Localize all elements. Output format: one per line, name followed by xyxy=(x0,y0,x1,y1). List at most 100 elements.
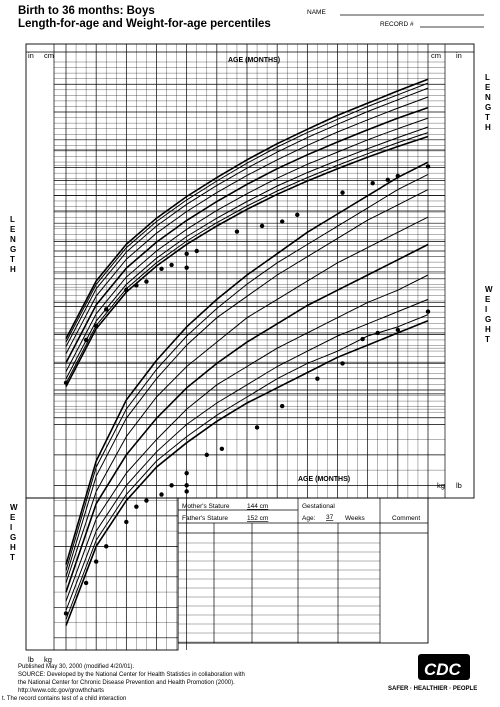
length-curve-25 xyxy=(65,117,429,372)
length-measurement-point xyxy=(295,212,300,218)
length-measurement-point xyxy=(93,323,99,329)
length-curve-90 xyxy=(65,87,429,347)
length-measurement-point xyxy=(63,380,69,385)
length-measurement-point xyxy=(395,173,401,179)
weight-measurement-point xyxy=(375,330,380,336)
length-side-label-left: T xyxy=(10,255,15,264)
in-label-top-right: in xyxy=(456,51,462,60)
length-side-label-right: H xyxy=(485,123,491,132)
weight-curve-97 xyxy=(65,161,429,565)
weight-measurement-point xyxy=(159,492,164,497)
cm-label-top-left: cm xyxy=(44,51,54,60)
weight-side-label-left: I xyxy=(10,523,12,532)
weight-side-label-right: H xyxy=(485,325,491,334)
length-curve-10 xyxy=(65,126,429,380)
weight-curve-50 xyxy=(65,243,429,593)
title-line-1: Birth to 36 months: Boys xyxy=(18,5,155,17)
length-measurement-point xyxy=(169,262,174,268)
published-note: Published May 30, 2000 (modified 4/20/01… xyxy=(18,664,134,670)
weight-curve-75 xyxy=(65,216,429,584)
weight-curve-90 xyxy=(65,189,429,577)
lb-label-left: lb xyxy=(28,655,34,664)
length-measurement-point xyxy=(124,287,129,293)
grid-lines xyxy=(54,44,445,650)
cdc-logo-text: CDC xyxy=(424,660,462,679)
weight-measurement-point xyxy=(83,580,89,586)
source-line-2: the National Center for Chronic Disease … xyxy=(18,680,235,686)
source-url[interactable]: http://www.cdc.gov/growthcharts xyxy=(18,688,104,694)
cm-label-top-right: cm xyxy=(431,51,441,60)
title-line-2: Length-for-age and Weight-for-age percen… xyxy=(18,18,271,30)
form-columns xyxy=(213,523,339,643)
weight-side-label-left: H xyxy=(10,543,16,552)
length-side-label-right: E xyxy=(485,83,491,92)
weight-curve-95 xyxy=(65,173,429,571)
length-measurement-point xyxy=(340,190,345,195)
length-side-label-left: L xyxy=(10,215,15,224)
length-measurement-point xyxy=(184,265,189,270)
length-curve-95 xyxy=(65,82,429,343)
form-rows[interactable] xyxy=(178,542,380,643)
weight-measurement-point xyxy=(104,544,109,549)
age-axis-label-bottom: AGE (MONTHS) xyxy=(298,476,350,483)
length-curve-50 xyxy=(65,106,429,364)
weight-side-label-right: G xyxy=(485,315,491,324)
length-measurement-point xyxy=(370,180,375,186)
length-measurement-point xyxy=(425,164,431,169)
cdc-tagline: SAFER · HEALTHIER · PEOPLE xyxy=(388,686,477,692)
fathers-stature-value[interactable]: 152 cm xyxy=(247,515,268,522)
weight-measurement-point xyxy=(340,361,345,366)
length-side-label-left: G xyxy=(10,245,16,254)
weight-measurement-point xyxy=(169,483,174,488)
weight-curve-10 xyxy=(65,298,429,611)
mothers-stature-label: Mother's Stature xyxy=(182,503,230,510)
weight-measurement-point xyxy=(124,519,129,525)
length-measurement-point xyxy=(184,251,189,256)
weight-side-label-left: E xyxy=(10,513,16,522)
length-side-label-right: L xyxy=(485,73,490,82)
length-curve-75 xyxy=(65,96,429,355)
age-axis-label-top: AGE (MONTHS) xyxy=(228,57,280,64)
weight-side-label-right: E xyxy=(485,295,491,304)
gestational-age-value[interactable]: 37 xyxy=(326,514,334,521)
frame-lower xyxy=(25,497,179,651)
weight-measurement-point xyxy=(134,504,139,509)
weight-measurement-point xyxy=(204,452,209,458)
measurement-points xyxy=(63,164,431,616)
weight-curve-3 xyxy=(65,319,429,626)
weight-side-label-right: T xyxy=(485,335,490,344)
weight-measurement-point xyxy=(315,376,320,381)
weight-measurement-point xyxy=(425,309,431,314)
length-measurement-point xyxy=(279,219,285,224)
kg-label-left: kg xyxy=(44,655,52,664)
fathers-stature-label: Father's Stature xyxy=(182,515,228,522)
length-measurement-point xyxy=(194,248,199,254)
length-side-label-left: E xyxy=(10,225,16,234)
length-side-label-left: H xyxy=(10,265,16,274)
weight-measurement-point xyxy=(395,327,401,333)
name-label: NAME xyxy=(307,9,326,16)
percentile-curves xyxy=(65,78,429,626)
weight-measurement-point xyxy=(184,489,189,494)
measurement-form: Mother's Stature 144 cm Father's Stature… xyxy=(177,497,429,644)
weight-measurement-point xyxy=(360,336,365,342)
mothers-stature-value[interactable]: 144 cm xyxy=(247,503,268,510)
weight-measurement-point xyxy=(144,498,149,503)
length-side-label-right: G xyxy=(485,103,491,112)
length-measurement-point xyxy=(259,223,265,229)
weight-side-label-left: T xyxy=(10,553,15,562)
weight-measurement-point xyxy=(63,611,69,616)
weight-measurement-point xyxy=(93,559,99,564)
length-side-label-right: N xyxy=(485,93,491,102)
length-measurement-point xyxy=(385,177,390,183)
weight-side-label-right: W xyxy=(485,285,493,294)
gestational-label: Gestational xyxy=(302,503,335,510)
weight-curve-25 xyxy=(65,274,429,602)
length-measurement-point xyxy=(104,307,109,312)
weeks-label: Weeks xyxy=(345,515,365,522)
kg-label-right: kg xyxy=(437,481,445,490)
weight-measurement-point xyxy=(219,446,225,451)
